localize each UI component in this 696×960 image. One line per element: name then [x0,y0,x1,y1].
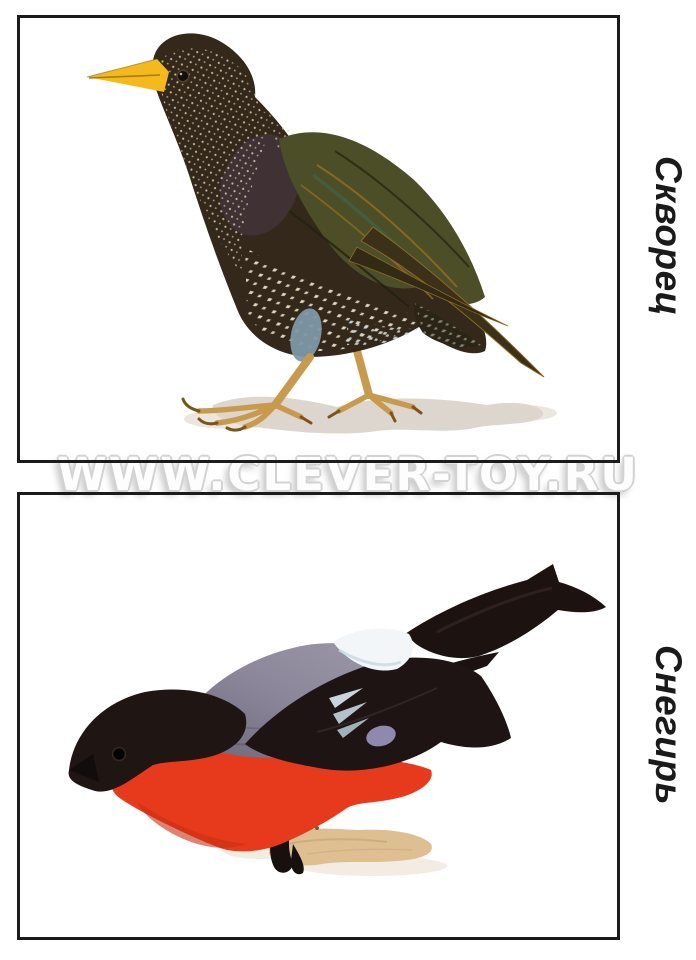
bullfinch-illustration [68,564,606,876]
bullfinch-eye [111,746,127,762]
label-bullfinch: Снегирь [648,645,689,806]
starling-belly-speckles [347,315,423,346]
bullfinch-wing [245,657,511,771]
starling-beak [86,58,169,92]
starling-eye [176,69,190,83]
starling-undertail [414,303,481,348]
branch [269,828,432,866]
bullfinch-wing-streaks [329,688,396,747]
card-starling [17,15,620,463]
starling-thigh-patch [290,308,322,362]
starling-head-speckles [157,48,269,275]
starling-illustration [86,33,557,434]
starling-wing-tip-feathers [348,226,545,378]
bullfinch-head-cap [68,689,247,792]
bullfinch-wing-patch [333,628,413,671]
starling-front-leg [181,353,314,432]
watermark: WWW.CLEVER-TOY.RU [57,448,639,501]
starling-flank-speckles [245,247,427,351]
card-bullfinch [17,492,620,940]
label-starling: Скворец [648,156,689,317]
